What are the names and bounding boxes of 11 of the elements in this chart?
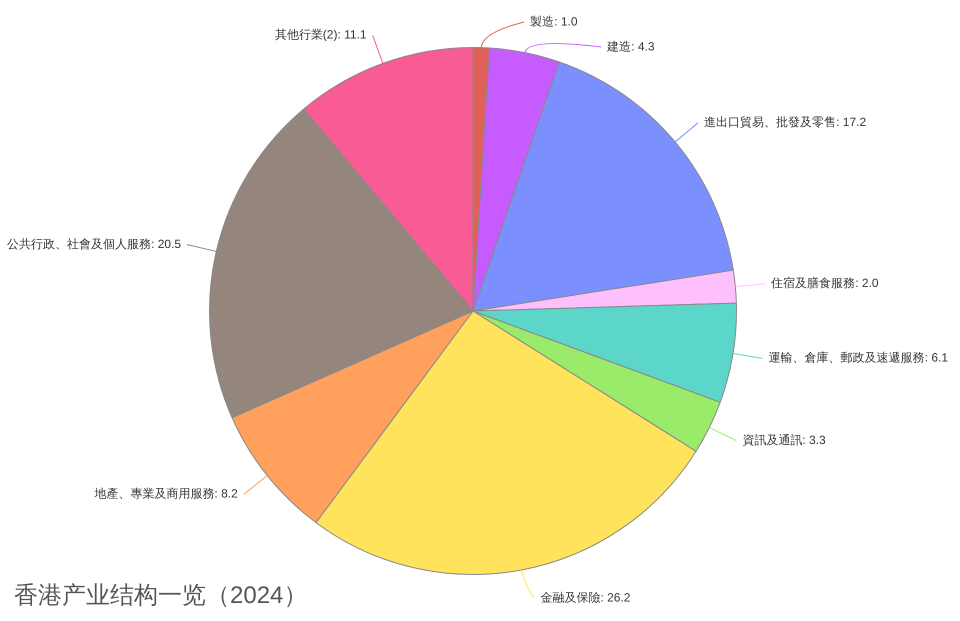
slice-label: 住宿及膳食服務: 2.0	[770, 276, 879, 290]
slice-label: 地產、專業及商用服務: 8.2	[93, 486, 238, 501]
slice-label: 製造: 1.0	[530, 14, 578, 28]
slice-label: 公共行政、社會及個人服務: 20.5	[7, 236, 182, 251]
slice-label: 進出口貿易、批發及零售: 17.2	[704, 115, 866, 130]
slice-label: 運輸、倉庫、郵政及速遞服務: 6.1	[768, 350, 948, 365]
text: 香港产业结构一览（2024）	[14, 581, 308, 611]
slice-label: 其他行業(2): 11.1	[274, 28, 367, 42]
slice-label: 資訊及通訊: 3.3	[742, 432, 826, 447]
slice-label: 建造: 4.3	[606, 39, 655, 54]
slice-label: 金融及保險: 26.2	[540, 590, 631, 604]
